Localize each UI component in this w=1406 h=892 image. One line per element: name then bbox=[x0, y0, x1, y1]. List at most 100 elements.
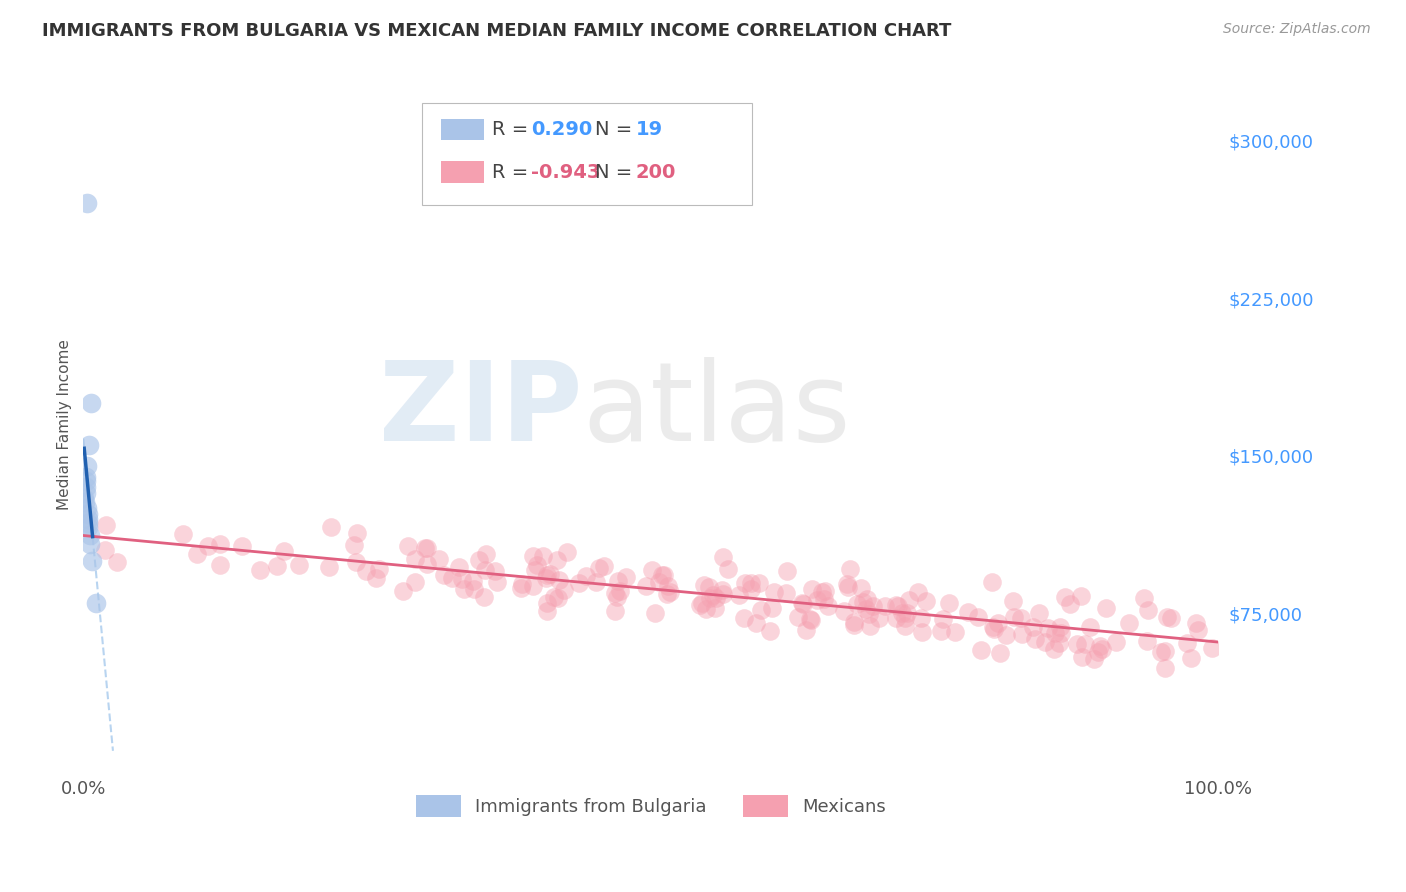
Point bbox=[799, 612, 821, 626]
Point bbox=[77, 516, 100, 530]
Point bbox=[475, 547, 498, 561]
Point bbox=[484, 564, 506, 578]
Point bbox=[1180, 651, 1202, 665]
Point bbox=[693, 578, 716, 592]
Point bbox=[838, 562, 860, 576]
Text: -0.943: -0.943 bbox=[531, 162, 600, 182]
Point bbox=[711, 550, 734, 565]
Y-axis label: Median Family Income: Median Family Income bbox=[58, 339, 72, 509]
Point bbox=[651, 567, 673, 582]
Point bbox=[73, 491, 96, 505]
Point bbox=[546, 553, 568, 567]
Point bbox=[73, 495, 96, 509]
Point bbox=[343, 538, 366, 552]
Point bbox=[896, 607, 918, 621]
Point bbox=[711, 586, 734, 600]
Point bbox=[404, 551, 426, 566]
Point bbox=[1047, 636, 1070, 650]
Point bbox=[404, 575, 426, 590]
Point bbox=[609, 583, 631, 598]
Point bbox=[748, 575, 770, 590]
Point bbox=[415, 541, 437, 556]
Point bbox=[657, 579, 679, 593]
Point bbox=[697, 580, 720, 594]
Point bbox=[994, 628, 1017, 642]
Point bbox=[607, 574, 630, 589]
Point bbox=[1028, 607, 1050, 621]
Point bbox=[794, 623, 817, 637]
Text: 0.290: 0.290 bbox=[531, 120, 593, 139]
Point bbox=[453, 582, 475, 596]
Point bbox=[891, 606, 914, 620]
Point bbox=[654, 567, 676, 582]
Point bbox=[368, 562, 391, 576]
Point bbox=[486, 574, 509, 589]
Point bbox=[894, 611, 917, 625]
Point bbox=[543, 590, 565, 604]
Point bbox=[79, 537, 101, 551]
Point bbox=[790, 596, 813, 610]
Point bbox=[1073, 637, 1095, 651]
Point bbox=[510, 577, 533, 591]
Point bbox=[522, 549, 544, 563]
Point bbox=[1070, 589, 1092, 603]
Point bbox=[540, 567, 562, 582]
Text: N =: N = bbox=[595, 162, 638, 182]
Point bbox=[1066, 637, 1088, 651]
Text: ZIP: ZIP bbox=[380, 357, 582, 464]
Point bbox=[842, 618, 865, 632]
Point bbox=[1053, 590, 1076, 604]
Point bbox=[641, 563, 664, 577]
Text: R =: R = bbox=[492, 120, 534, 139]
Point bbox=[787, 609, 810, 624]
Point bbox=[835, 577, 858, 591]
Point bbox=[474, 563, 496, 577]
Point bbox=[987, 615, 1010, 630]
Point bbox=[433, 567, 456, 582]
Point bbox=[76, 459, 98, 474]
Point bbox=[1132, 591, 1154, 606]
Point bbox=[319, 520, 342, 534]
Point bbox=[1175, 635, 1198, 649]
Point bbox=[510, 582, 533, 596]
Point bbox=[897, 592, 920, 607]
Point bbox=[1149, 645, 1171, 659]
Point bbox=[231, 539, 253, 553]
Point bbox=[817, 599, 839, 613]
Point bbox=[1201, 640, 1223, 655]
Text: atlas: atlas bbox=[582, 357, 851, 464]
Point bbox=[463, 582, 485, 597]
Point bbox=[837, 580, 859, 594]
Point bbox=[792, 597, 814, 611]
Point bbox=[745, 616, 768, 631]
Point bbox=[703, 600, 725, 615]
Point bbox=[966, 610, 988, 624]
Point bbox=[1050, 626, 1073, 640]
Point bbox=[94, 517, 117, 532]
Point bbox=[472, 591, 495, 605]
Point bbox=[75, 474, 97, 488]
Point bbox=[76, 486, 98, 500]
Point bbox=[852, 595, 875, 609]
Point bbox=[1002, 610, 1025, 624]
Point bbox=[79, 396, 101, 410]
Point bbox=[1011, 627, 1033, 641]
Point bbox=[1042, 642, 1064, 657]
Point bbox=[354, 564, 377, 578]
Point bbox=[855, 601, 877, 615]
Point bbox=[775, 586, 797, 600]
Point bbox=[862, 599, 884, 613]
Point bbox=[1095, 600, 1118, 615]
Point bbox=[763, 585, 786, 599]
Point bbox=[575, 568, 598, 582]
Point bbox=[851, 581, 873, 595]
Point bbox=[980, 574, 1002, 589]
Point bbox=[524, 563, 547, 577]
Point bbox=[886, 598, 908, 612]
Point bbox=[907, 585, 929, 599]
Text: 200: 200 bbox=[636, 162, 676, 182]
Point bbox=[728, 588, 751, 602]
Point bbox=[172, 526, 194, 541]
Point bbox=[1049, 619, 1071, 633]
Point bbox=[461, 574, 484, 588]
